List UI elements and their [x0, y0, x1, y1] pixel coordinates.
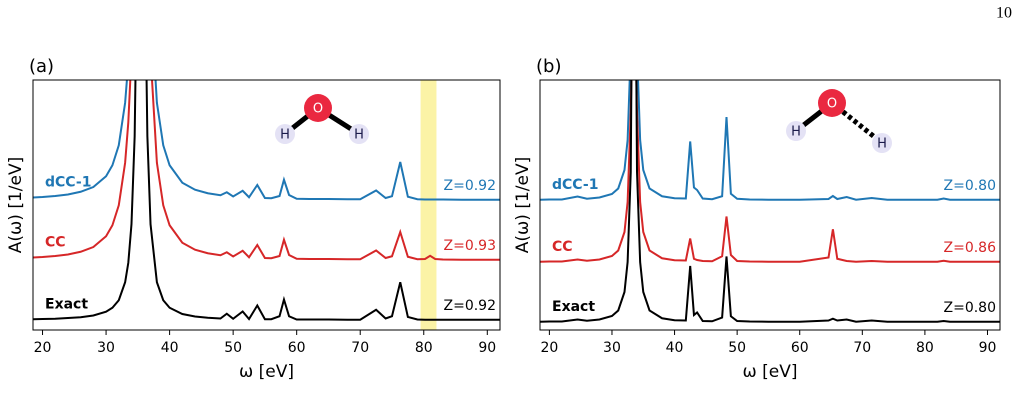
z-annotation: Z=0.80 — [944, 300, 997, 316]
y-axis-label: A(ω) [1/eV] — [513, 157, 533, 253]
series-label: dCC-1 — [552, 177, 598, 193]
hydrogen-atom — [349, 124, 369, 144]
z-annotation: Z=0.80 — [944, 178, 997, 194]
x-tick-label: 30 — [97, 340, 115, 356]
series-label: CC — [552, 239, 573, 255]
atom-label: H — [280, 128, 290, 143]
y-axis-label: A(ω) [1/eV] — [6, 157, 26, 253]
x-tick-label: 90 — [979, 340, 997, 356]
x-axis-label: ω [eV] — [743, 362, 798, 382]
x-tick-label: 60 — [791, 340, 809, 356]
hydrogen-atom — [786, 121, 806, 141]
atom-label: H — [791, 125, 801, 140]
plot-area — [33, 80, 500, 321]
z-annotation: Z=0.86 — [944, 240, 997, 256]
x-tick-label: 20 — [34, 340, 52, 356]
z-annotation: Z=0.92 — [444, 178, 497, 194]
x-axis-label: ω [eV] — [239, 362, 294, 382]
series-line — [540, 80, 1000, 323]
series-line — [33, 80, 500, 261]
series-line — [33, 80, 500, 201]
page-number: 10 — [996, 5, 1012, 22]
atom-label: H — [877, 137, 887, 152]
z-annotation: Z=0.92 — [444, 298, 497, 314]
x-tick-label: 20 — [540, 340, 558, 356]
atom-label: O — [313, 102, 323, 117]
x-tick-label: 80 — [916, 340, 934, 356]
series-label: CC — [45, 235, 66, 251]
series-line — [540, 80, 1000, 201]
series-line — [33, 80, 500, 321]
atom-label: O — [827, 97, 837, 112]
series-label: Exact — [552, 299, 595, 315]
hydrogen-atom — [872, 133, 892, 153]
x-tick-label: 40 — [161, 340, 179, 356]
x-tick-label: 80 — [415, 340, 433, 356]
series-label: Exact — [45, 296, 88, 312]
highlight-band — [420, 80, 437, 330]
series-label: dCC-1 — [45, 175, 91, 191]
x-tick-label: 70 — [351, 340, 369, 356]
oxygen-atom — [304, 94, 332, 122]
atom-label: H — [354, 128, 364, 143]
x-tick-label: 50 — [728, 340, 746, 356]
series-line — [540, 80, 1000, 263]
x-tick-label: 90 — [478, 340, 496, 356]
x-tick-label: 70 — [853, 340, 871, 356]
panel-label: (b) — [536, 56, 561, 77]
panel-label: (a) — [29, 56, 54, 77]
plot-area — [540, 80, 1000, 323]
x-tick-label: 60 — [288, 340, 306, 356]
oxygen-atom — [818, 89, 846, 117]
z-annotation: Z=0.93 — [444, 238, 497, 254]
axes-frame — [32, 79, 501, 331]
x-tick-label: 40 — [666, 340, 684, 356]
x-tick-label: 50 — [224, 340, 242, 356]
axes-frame — [539, 79, 1001, 331]
x-tick-label: 30 — [603, 340, 621, 356]
hydrogen-atom — [275, 124, 295, 144]
